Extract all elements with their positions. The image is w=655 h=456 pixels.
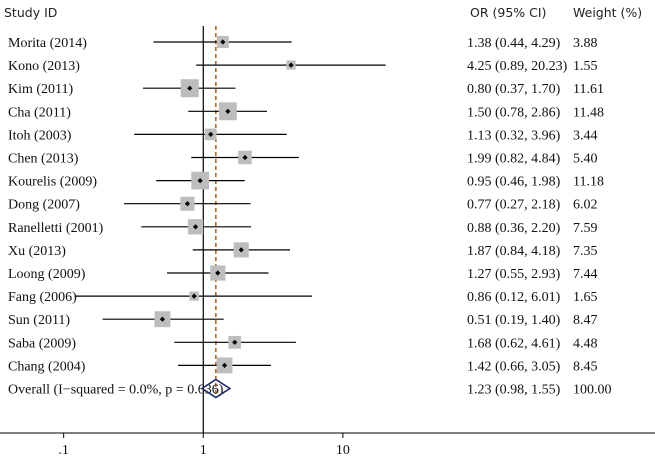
point-estimate [215,270,221,276]
header-study-id: Study ID [4,5,57,20]
or-ci-value: 1.50 (0.78, 2.86) [467,105,561,120]
study-row: Loong (2009) 1.27 (0.55, 2.93) 7.44 [8,265,598,282]
point-estimate [288,62,294,68]
or-ci-value: 0.80 (0.37, 1.70) [467,82,561,97]
study-name: Saba (2009) [8,336,76,351]
study-name: Dong (2007) [8,198,80,213]
study-row: Chang (2004) 1.42 (0.66, 3.05) 8.45 [8,357,598,374]
weight-value: 4.48 [573,336,598,351]
study-rows: Morita (2014) 1.38 (0.44, 4.29) 3.88 Kono (… [8,35,604,374]
point-estimate [192,224,199,230]
study-row: Saba (2009) 1.68 (0.62, 4.61) 4.48 [8,335,598,351]
or-ci-value: 1.27 (0.55, 2.93) [467,267,561,282]
or-ci-value: 0.86 (0.12, 6.01) [467,290,561,305]
weight-value: 7.44 [573,267,598,282]
study-name: Morita (2014) [8,36,87,51]
header-or-ci: OR (95% CI) [470,5,546,20]
weight-value: 11.61 [573,82,604,97]
point-estimate [220,39,226,45]
study-name: Xu (2013) [8,244,66,259]
study-row: Morita (2014) 1.38 (0.44, 4.29) 3.88 [8,35,598,51]
study-name: Fang (2006) [8,290,77,305]
header-weight: Weight (%) [573,5,642,20]
or-ci-value: 0.77 (0.27, 2.18) [467,198,561,213]
overall-or-ci-value: 1.23 (0.98, 1.55) [467,383,561,398]
or-ci-value: 1.68 (0.62, 4.61) [467,336,561,351]
weight-value: 5.40 [573,152,598,167]
or-ci-value: 0.88 (0.36, 2.20) [467,221,561,236]
x-tick-label: .1 [58,443,69,456]
weight-value: 11.48 [573,105,604,120]
point-estimate [238,247,244,253]
study-name: Loong (2009) [8,267,86,282]
or-ci-value: 4.25 (0.89, 20.23) [467,59,568,74]
weight-value: 8.45 [573,359,598,374]
x-axis-ticks: .1 1 10 [58,433,350,456]
study-row: Kim (2011) 0.80 (0.37, 1.70) 11.61 [8,79,604,98]
point-estimate [242,154,248,161]
or-ci-value: 0.95 (0.46, 1.98) [467,175,561,190]
overall-label: Overall (I−squared = 0.0%, p = 0.636) [8,383,224,398]
point-estimate [232,339,238,345]
or-ci-value: 1.38 (0.44, 4.29) [467,36,561,51]
weight-value: 11.18 [573,175,604,190]
weight-value: 3.88 [573,36,598,51]
point-estimate [159,316,166,322]
study-row: Chen (2013) 1.99 (0.82, 4.84) 5.40 [8,150,598,167]
point-estimate [225,108,231,114]
study-row: Ranelletti (2001) 0.88 (0.36, 2.20) 7.59 [8,219,598,236]
weight-value: 1.55 [573,59,598,74]
study-row: Itoh (2003) 1.13 (0.32, 3.96) 3.44 [8,128,598,143]
study-row: Dong (2007) 0.77 (0.27, 2.18) 6.02 [8,196,598,213]
point-estimate [184,201,191,207]
study-name: Chang (2004) [8,359,86,374]
x-tick-label: 10 [336,443,350,456]
study-name: Kourelis (2009) [8,175,97,190]
study-row: Kourelis (2009) 0.95 (0.46, 1.98) 11.18 [8,171,604,190]
weight-value: 1.65 [573,290,598,305]
or-ci-value: 1.13 (0.32, 3.96) [467,128,561,143]
or-ci-value: 1.42 (0.66, 3.05) [467,359,561,374]
study-name: Kono (2013) [8,59,80,74]
study-row: Cha (2011) 1.50 (0.78, 2.86) 11.48 [8,102,604,120]
overall-diamond [200,378,232,399]
study-row: Kono (2013) 4.25 (0.89, 20.23) 1.55 [8,59,598,74]
weight-value: 3.44 [573,128,598,143]
point-estimate [191,293,197,299]
study-name: Ranelletti (2001) [8,221,104,236]
point-estimate [197,178,203,184]
or-ci-value: 0.51 (0.19, 1.40) [467,313,561,328]
study-name: Itoh (2003) [8,128,72,143]
x-tick-label: 1 [200,443,207,456]
study-row: Xu (2013) 1.87 (0.84, 4.18) 7.35 [8,242,598,259]
study-name: Sun (2011) [8,313,70,328]
or-ci-value: 1.99 (0.82, 4.84) [467,152,561,167]
study-name: Chen (2013) [8,152,79,167]
study-row: Fang (2006) 0.86 (0.12, 6.01) 1.65 [8,290,598,305]
weight-value: 6.02 [573,198,598,213]
weight-value: 8.47 [573,313,598,328]
overall-row: Overall (I−squared = 0.0%, p = 0.636) 1.2… [8,378,612,399]
study-name: Cha (2011) [8,105,71,120]
weight-value: 7.59 [573,221,598,236]
point-estimate [208,131,214,137]
point-estimate [187,85,193,91]
study-row: Sun (2011) 0.51 (0.19, 1.40) 8.47 [8,311,598,328]
study-name: Kim (2011) [8,82,74,97]
point-estimate [221,362,228,368]
or-ci-value: 1.87 (0.84, 4.18) [467,244,561,259]
weight-value: 7.35 [573,244,598,259]
overall-weight-value: 100.00 [573,383,612,398]
